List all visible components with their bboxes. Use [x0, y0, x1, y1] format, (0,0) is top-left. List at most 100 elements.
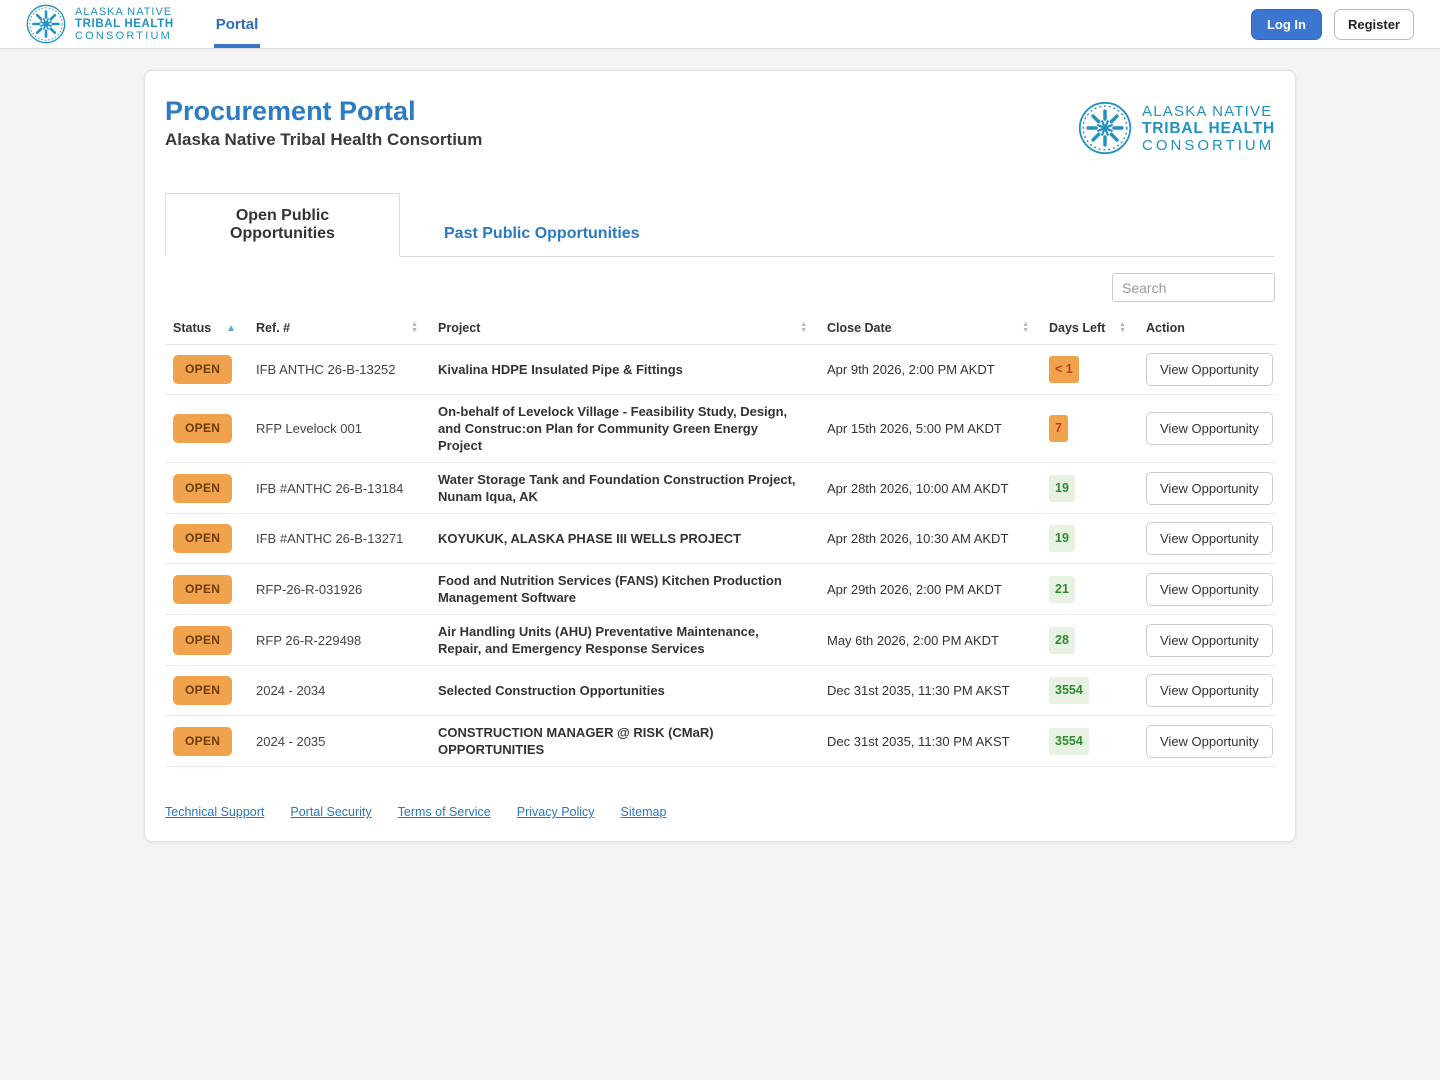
column-header-action: Action	[1138, 312, 1277, 345]
anthc-logo-icon	[1078, 101, 1132, 155]
view-opportunity-button[interactable]: View Opportunity	[1146, 471, 1273, 505]
card-header: Procurement Portal Alaska Native Tribal …	[165, 91, 1275, 165]
footer-link-terms-of-service[interactable]: Terms of Service	[397, 805, 491, 819]
tab-past-public-opportunities[interactable]: Past Public Opportunities	[444, 225, 640, 242]
login-button[interactable]: Log In	[1250, 8, 1322, 40]
days-left-cell: 3554	[1041, 665, 1138, 716]
view-opportunity-button[interactable]: View Opportunity	[1146, 522, 1273, 555]
table-row: OPEN 2024 - 2034 Selected Construction O…	[165, 665, 1277, 716]
navbar-auth-buttons: Log In Register	[1250, 0, 1414, 48]
close-date: Apr 28th 2026, 10:00 AM AKDT	[819, 462, 1041, 514]
days-left-badge: 19	[1049, 474, 1075, 502]
footer-link-privacy-policy[interactable]: Privacy Policy	[516, 805, 595, 819]
sort-icon: ▲ ▼	[1119, 321, 1126, 334]
column-header-status[interactable]: Status ▲	[165, 312, 248, 345]
footer-link-sitemap[interactable]: Sitemap	[620, 805, 667, 819]
status-badge: OPEN	[173, 574, 233, 604]
view-opportunity-button[interactable]: View Opportunity	[1146, 412, 1273, 445]
status-badge: OPEN	[173, 355, 233, 384]
project-title: Food and Nutrition Services (FANS) Kitch…	[430, 563, 819, 615]
close-date: Apr 9th 2026, 2:00 PM AKDT	[819, 344, 1041, 395]
sort-icon: ▲ ▼	[411, 321, 418, 334]
status-cell: OPEN	[165, 513, 248, 564]
brand-line-3: CONSORTIUM	[75, 30, 172, 42]
procurement-portal-card: Procurement Portal Alaska Native Tribal …	[144, 70, 1296, 842]
view-opportunity-button[interactable]: View Opportunity	[1146, 623, 1273, 657]
navbar-spacer	[260, 0, 1251, 48]
days-left-badge: 7	[1049, 415, 1068, 442]
action-cell: View Opportunity	[1138, 394, 1277, 463]
status-cell: OPEN	[165, 614, 248, 666]
days-left-badge: 28	[1049, 626, 1075, 654]
view-opportunity-button[interactable]: View Opportunity	[1146, 724, 1273, 758]
status-cell: OPEN	[165, 715, 248, 767]
column-label-close-date: Close Date	[827, 321, 892, 335]
status-cell: OPEN	[165, 563, 248, 615]
search-input[interactable]	[1112, 273, 1275, 302]
navbar-brand[interactable]: ALASKA NATIVE TRIBAL HEALTH CONSORTIUM	[26, 0, 174, 48]
days-left-cell: < 1	[1041, 344, 1138, 395]
table-row: OPEN IFB #ANTHC 26-B-13184 Water Storage…	[165, 462, 1277, 514]
action-cell: View Opportunity	[1138, 344, 1277, 395]
status-cell: OPEN	[165, 665, 248, 716]
close-date: Apr 15th 2026, 5:00 PM AKDT	[819, 394, 1041, 463]
days-left-cell: 19	[1041, 462, 1138, 514]
status-cell: OPEN	[165, 344, 248, 395]
column-header-project[interactable]: Project ▲ ▼	[430, 312, 819, 345]
days-left-badge: < 1	[1049, 356, 1079, 383]
search-row	[165, 273, 1275, 302]
close-date: Apr 28th 2026, 10:30 AM AKDT	[819, 513, 1041, 564]
table-row: OPEN IFB #ANTHC 26-B-13271 KOYUKUK, ALAS…	[165, 513, 1277, 564]
column-header-days-left[interactable]: Days Left ▲ ▼	[1041, 312, 1138, 345]
footer-links: Technical Support Portal Security Terms …	[165, 799, 1275, 821]
navbar-brand-text: ALASKA NATIVE TRIBAL HEALTH CONSORTIUM	[75, 6, 174, 42]
register-button[interactable]: Register	[1333, 8, 1414, 40]
page-background: Procurement Portal Alaska Native Tribal …	[0, 49, 1440, 882]
project-title: On-behalf of Levelock Village - Feasibil…	[430, 394, 819, 463]
project-title: Kivalina HDPE Insulated Pipe & Fittings	[430, 344, 819, 395]
logo-line-3: CONSORTIUM	[1142, 136, 1275, 154]
sort-icon: ▲ ▼	[1022, 321, 1029, 334]
logo-line-2: TRIBAL HEALTH	[1142, 119, 1275, 137]
column-header-ref[interactable]: Ref. # ▲ ▼	[248, 312, 430, 345]
brand-line-1: ALASKA NATIVE	[75, 6, 173, 18]
view-opportunity-button[interactable]: View Opportunity	[1146, 353, 1273, 386]
table-row: OPEN RFP Levelock 001 On-behalf of Level…	[165, 394, 1277, 463]
status-cell: OPEN	[165, 462, 248, 514]
view-opportunity-button[interactable]: View Opportunity	[1146, 572, 1273, 606]
view-opportunity-button[interactable]: View Opportunity	[1146, 674, 1273, 707]
nav-portal-link[interactable]: Portal	[213, 0, 261, 48]
sort-ascending-icon: ▲	[226, 322, 236, 334]
status-badge: OPEN	[173, 726, 233, 756]
ref-number: 2024 - 2034	[248, 665, 430, 716]
brand-line-2: TRIBAL HEALTH	[75, 18, 174, 30]
opportunities-table: Status ▲ Ref. # ▲ ▼ Project ▲ ▼ Close Date ▲ ▼ …	[165, 312, 1277, 767]
action-cell: View Opportunity	[1138, 462, 1277, 514]
days-left-cell: 28	[1041, 614, 1138, 666]
project-title: CONSTRUCTION MANAGER @ RISK (CMaR) OPPOR…	[430, 715, 819, 767]
days-left-cell: 21	[1041, 563, 1138, 615]
status-badge: OPEN	[173, 676, 233, 705]
column-label-project: Project	[438, 321, 481, 335]
ref-number: RFP-26-R-031926	[248, 563, 430, 615]
card-title-block: Procurement Portal Alaska Native Tribal …	[165, 95, 482, 150]
status-badge: OPEN	[173, 414, 233, 443]
action-cell: View Opportunity	[1138, 513, 1277, 564]
days-left-badge: 3554	[1049, 677, 1089, 704]
table-row: OPEN IFB ANTHC 26-B-13252 Kivalina HDPE …	[165, 344, 1277, 395]
table-row: OPEN RFP 26-R-229498 Air Handling Units …	[165, 614, 1277, 666]
project-title: Water Storage Tank and Foundation Constr…	[430, 462, 819, 514]
tab-open-public-opportunities[interactable]: Open Public Opportunities	[165, 193, 400, 257]
days-left-cell: 3554	[1041, 715, 1138, 767]
close-date: Apr 29th 2026, 2:00 PM AKDT	[819, 563, 1041, 615]
sort-icon: ▲ ▼	[800, 321, 807, 334]
footer-link-technical-support[interactable]: Technical Support	[165, 805, 265, 819]
ref-number: IFB ANTHC 26-B-13252	[248, 344, 430, 395]
action-cell: View Opportunity	[1138, 715, 1277, 767]
column-label-status: Status	[173, 321, 212, 335]
status-cell: OPEN	[165, 394, 248, 463]
days-left-badge: 3554	[1049, 727, 1089, 755]
footer-link-portal-security[interactable]: Portal Security	[290, 805, 372, 819]
column-header-close-date[interactable]: Close Date ▲ ▼	[819, 312, 1041, 345]
close-date: May 6th 2026, 2:00 PM AKDT	[819, 614, 1041, 666]
